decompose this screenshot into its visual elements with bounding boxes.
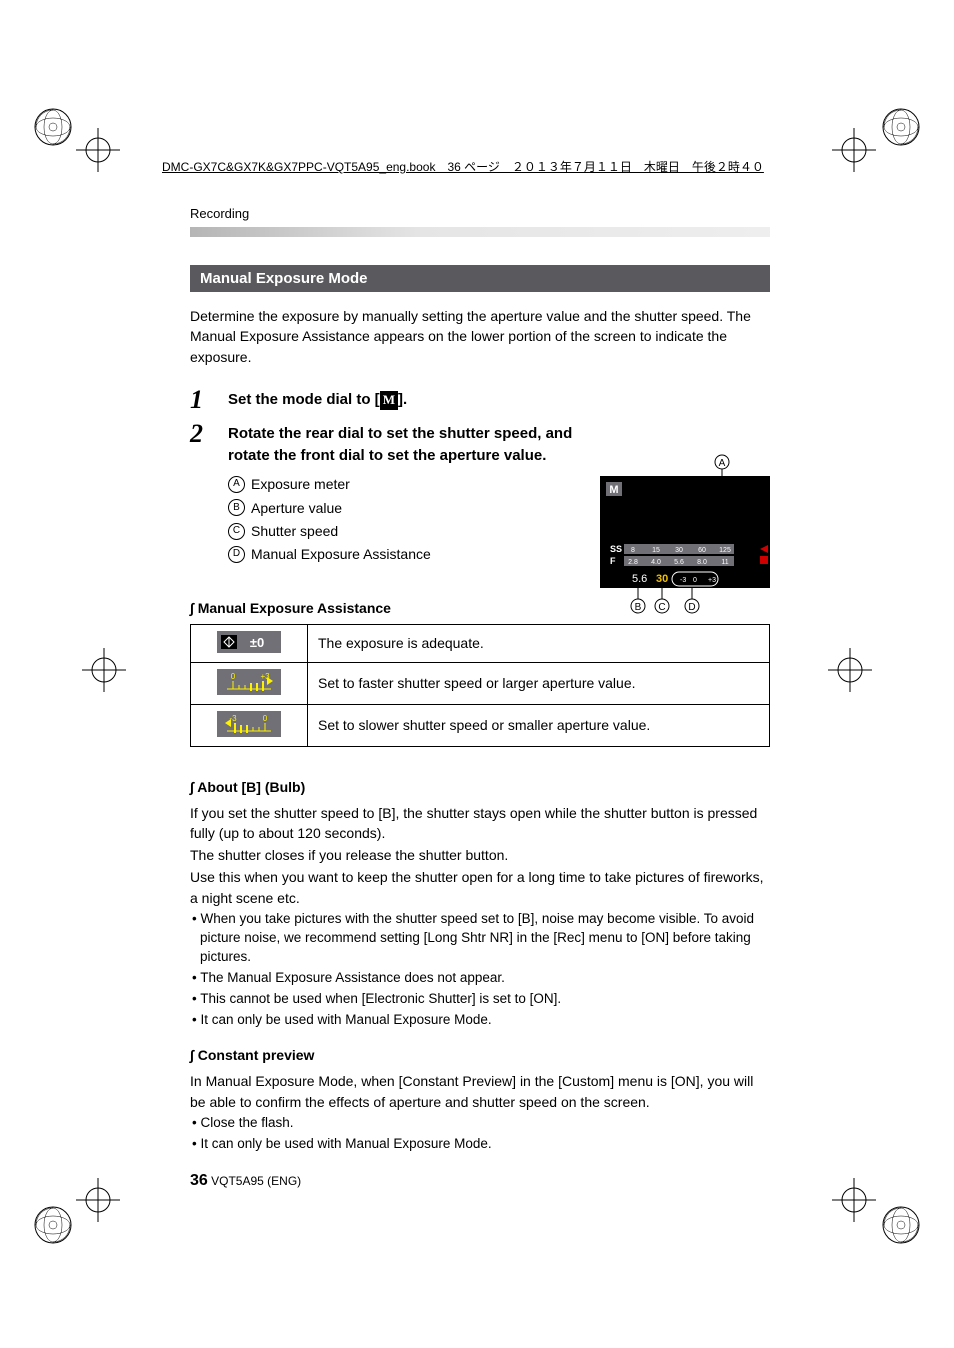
svg-text:30: 30	[675, 547, 683, 554]
section-divider	[190, 227, 770, 237]
label-a: Exposure meter	[251, 474, 350, 494]
svg-text:0: 0	[693, 577, 697, 584]
svg-text:SS: SS	[610, 544, 622, 554]
assist-icon-slower: -3 0	[191, 704, 308, 746]
table-row: 0 +3 Set to faster shutter speed or larg…	[191, 662, 770, 704]
preview-b1: • Close the flash.	[190, 1114, 770, 1133]
crop-mark	[832, 1178, 876, 1222]
page-number: 36	[190, 1172, 208, 1189]
svg-text:A: A	[719, 458, 726, 469]
bulb-b4: • It can only be used with Manual Exposu…	[190, 1011, 770, 1030]
preview-p1: In Manual Exposure Mode, when [Constant …	[190, 1071, 770, 1112]
preview-b2: • It can only be used with Manual Exposu…	[190, 1135, 770, 1154]
bulb-p3: Use this when you want to keep the shutt…	[190, 867, 770, 908]
svg-text:8.0: 8.0	[697, 559, 707, 566]
table-row: ±0 The exposure is adequate.	[191, 624, 770, 662]
svg-text:30: 30	[656, 573, 668, 585]
svg-text:2.8: 2.8	[628, 559, 638, 566]
svg-text:60: 60	[698, 547, 706, 554]
svg-text:8: 8	[631, 547, 635, 554]
callout-d-icon: D	[228, 546, 245, 563]
table-row: -3 0 Set to slower shutter speed or smal…	[191, 704, 770, 746]
svg-text:-3: -3	[680, 577, 686, 584]
svg-text:B: B	[635, 602, 642, 613]
corner-ornament	[876, 1200, 926, 1250]
crop-mark	[828, 648, 872, 692]
label-c: Shutter speed	[251, 521, 338, 541]
page-title: Manual Exposure Mode	[190, 265, 770, 292]
svg-text:+3: +3	[708, 577, 716, 584]
corner-ornament	[28, 1200, 78, 1250]
crop-mark	[82, 648, 126, 692]
svg-text:D: D	[688, 602, 695, 613]
callout-c-icon: C	[228, 523, 245, 540]
svg-text:125: 125	[719, 547, 731, 554]
exposure-diagram: A M SS 8 15 30 60 125 F 2.8 4.0	[600, 454, 770, 614]
svg-text:11: 11	[721, 559, 728, 566]
svg-text:0: 0	[231, 672, 236, 681]
corner-ornament	[28, 102, 78, 152]
assist-desc: Set to faster shutter speed or larger ap…	[308, 662, 770, 704]
svg-text:F: F	[610, 556, 616, 566]
content-area: Recording Manual Exposure Mode Determine…	[190, 206, 770, 1190]
label-b: Aperture value	[251, 498, 342, 518]
svg-text:15: 15	[652, 547, 660, 554]
doc-code: VQT5A95 (ENG)	[211, 1174, 301, 1188]
svg-text:M: M	[609, 484, 618, 496]
preview-heading: ∫ Constant preview	[190, 1047, 770, 1063]
bulb-heading: ∫ About [B] (Bulb)	[190, 779, 770, 795]
step-number: 1	[190, 387, 228, 413]
header-filename: DMC-GX7C&GX7K&GX7PPC-VQT5A95_eng.book 36…	[162, 158, 764, 175]
corner-ornament	[876, 102, 926, 152]
assist-icon-adequate: ±0	[191, 624, 308, 662]
svg-text:0: 0	[263, 714, 268, 723]
step-number: 2	[190, 421, 228, 447]
crop-mark	[832, 128, 876, 172]
bulb-p2: The shutter closes if you release the sh…	[190, 845, 770, 865]
step-1: 1 Set the mode dial to [M].	[190, 387, 770, 413]
bulb-b3: • This cannot be used when [Electronic S…	[190, 990, 770, 1009]
section-label: Recording	[190, 206, 770, 221]
page-footer: 36 VQT5A95 (ENG)	[190, 1172, 770, 1190]
assist-table: ±0 The exposure is adequate. 0 +3	[190, 624, 770, 747]
assist-desc: Set to slower shutter speed or smaller a…	[308, 704, 770, 746]
bulb-b1: • When you take pictures with the shutte…	[190, 910, 770, 967]
svg-text:C: C	[658, 602, 665, 613]
bulb-b2: • The Manual Exposure Assistance does no…	[190, 969, 770, 988]
svg-text:±0: ±0	[250, 635, 264, 650]
step-labels: A Exposure meter B Aperture value C Shutter…	[228, 474, 590, 564]
assist-icon-faster: 0 +3	[191, 662, 308, 704]
svg-text:5.6: 5.6	[632, 573, 647, 585]
crop-mark	[76, 1178, 120, 1222]
step-text: Set the mode dial to [M].	[228, 387, 770, 413]
page: DMC-GX7C&GX7K&GX7PPC-VQT5A95_eng.book 36…	[0, 0, 954, 1348]
assist-desc: The exposure is adequate.	[308, 624, 770, 662]
callout-a-icon: A	[228, 476, 245, 493]
svg-text:4.0: 4.0	[651, 559, 661, 566]
bulb-p1: If you set the shutter speed to [B], the…	[190, 803, 770, 844]
svg-text:5.6: 5.6	[674, 559, 684, 566]
intro-paragraph: Determine the exposure by manually setti…	[190, 306, 770, 367]
mode-m-icon: M	[380, 391, 398, 410]
callout-b-icon: B	[228, 499, 245, 516]
crop-mark	[76, 128, 120, 172]
label-d: Manual Exposure Assistance	[251, 544, 431, 564]
